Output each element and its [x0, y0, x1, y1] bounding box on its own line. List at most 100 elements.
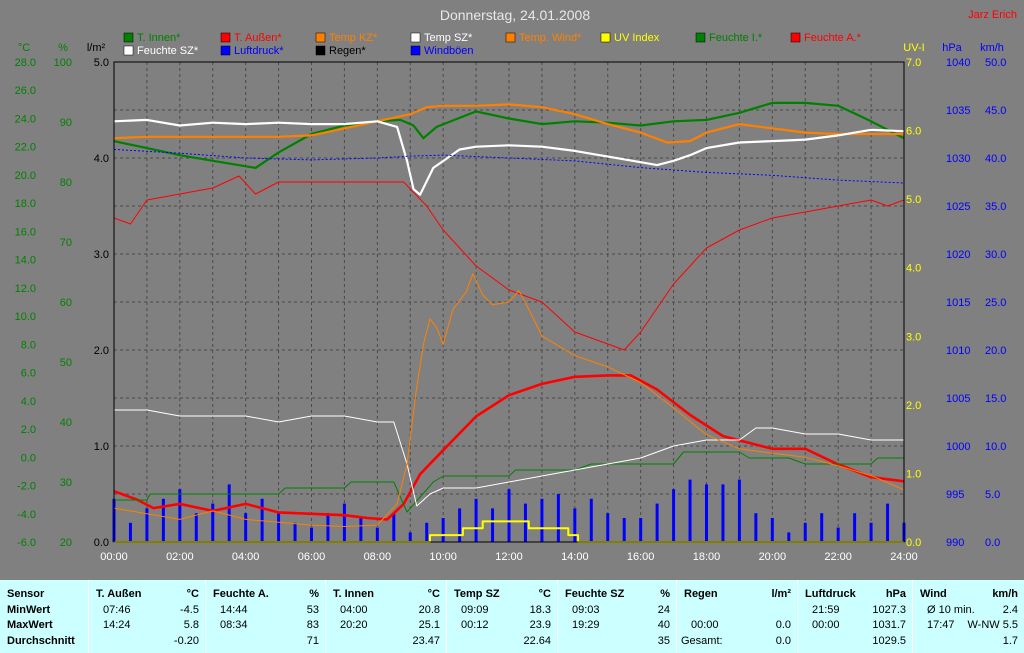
stats-column-unit: %	[309, 588, 319, 600]
axes-layer: °C 28.0 26.0 24.0 22.0 20.0 18.0 16.0 14.0 12.0 10…	[15, 42, 1007, 563]
author-label: Jarz Erich	[968, 9, 1017, 21]
stats-column: Luftdruck hPa 21:59 1027.3 00:00 1031.7 1029.5	[797, 580, 913, 653]
stats-time: 19:29	[572, 619, 600, 631]
stats-value: 23.9	[529, 619, 551, 631]
wind-tick-label: 30.0	[985, 249, 1006, 261]
pressure-tick-label: 995	[946, 489, 964, 501]
stats-row-label: MinWert	[7, 604, 51, 616]
time-tick-label: 20:00	[759, 551, 787, 563]
uv-tick-label: 3.0	[906, 331, 921, 343]
stats-column-unit: °C	[538, 588, 551, 600]
rain-axis-unit: l/m²	[87, 42, 106, 54]
pressure-tick-label: 990	[946, 537, 964, 549]
time-tick-label: 02:00	[166, 551, 194, 563]
temp-tick-label: 12.0	[15, 283, 36, 295]
humidity-tick-label: 20	[60, 537, 72, 549]
stats-column: Feuchte A.% 14:44 53 08:34 83 71	[205, 580, 326, 653]
wind-tick-label: 35.0	[985, 201, 1006, 213]
rain-tick-label: 5.0	[94, 57, 109, 69]
legend-label: Temp. Wind*	[519, 32, 582, 44]
stats-column-name: T. Innen	[333, 588, 374, 600]
stats-value: 5.8	[183, 619, 199, 631]
stats-column: T. Innen °C 04:00 20.8 20:20 25.1 23.47	[325, 580, 447, 653]
stats-column: Temp SZ °C 09:09 18.3 00:12 23.9 22.64	[446, 580, 558, 653]
stats-column-unit: hPa	[885, 588, 906, 600]
stats-time: 00:00	[691, 619, 719, 631]
legend-swatch	[505, 32, 516, 43]
stats-value: 1.7	[1002, 635, 1018, 647]
uv-tick-label: 0.0	[906, 537, 921, 549]
rain-tick-label: 2.0	[94, 345, 109, 357]
time-tick-label: 10:00	[429, 551, 457, 563]
stats-value: 40	[657, 619, 670, 631]
temp-tick-label: 28.0	[15, 57, 36, 69]
temp-tick-label: -6.0	[17, 537, 36, 549]
time-tick-label: 18:00	[693, 551, 721, 563]
stats-value: 35	[657, 635, 670, 647]
wind-tick-label: 0.0	[985, 537, 1000, 549]
pressure-tick-label: 1010	[946, 345, 970, 357]
wind-tick-label: 50.0	[985, 57, 1006, 69]
time-tick-label: 14:00	[561, 551, 589, 563]
series-line-0	[113, 101, 905, 169]
stats-column-unit: °C	[427, 588, 440, 600]
legend-swatch	[410, 32, 421, 43]
uv-tick-label: 2.0	[906, 400, 921, 412]
stats-column: T. Außen °C 07:46 -4.5 14:24 5.8 -0.20	[88, 580, 206, 653]
temp-tick-label: 20.0	[15, 170, 36, 182]
pressure-tick-label: 1020	[946, 249, 970, 261]
legend-label: Temp SZ*	[424, 32, 473, 44]
temp-tick-label: 16.0	[15, 226, 36, 238]
humidity-tick-label: 100	[54, 57, 72, 69]
series-line-7	[113, 148, 905, 184]
uv-tick-label: 7.0	[906, 57, 921, 69]
series-line-6	[114, 409, 904, 507]
pressure-tick-label: 1025	[946, 201, 970, 213]
humidity-tick-label: 90	[60, 117, 72, 129]
stats-column-name: T. Außen	[96, 588, 142, 600]
stats-column-unit: l/m²	[771, 588, 791, 600]
wind-tick-label: 10.0	[985, 441, 1006, 453]
stats-column-unit: °C	[186, 588, 199, 600]
series-line-5	[113, 175, 905, 351]
stats-time: 17:47	[927, 619, 955, 631]
uv-tick-label: 1.0	[906, 468, 921, 480]
legend-label: Feuchte I.*	[709, 32, 763, 44]
pressure-tick-label: 1035	[946, 105, 970, 117]
legend-swatch	[790, 32, 801, 43]
stats-column: Regen l/m² 00:00 0.0 Gesamt: 0.0	[676, 580, 798, 653]
wind-tick-label: 40.0	[985, 153, 1006, 165]
stats-time: 20:20	[340, 619, 368, 631]
legend-label: Regen*	[329, 45, 366, 57]
wind-axis-unit: km/h	[980, 42, 1004, 54]
time-tick-label: 06:00	[298, 551, 326, 563]
temp-tick-label: 18.0	[15, 198, 36, 210]
wind-tick-label: 25.0	[985, 297, 1006, 309]
stats-value: -4.5	[180, 604, 199, 616]
legend-swatch	[315, 45, 326, 56]
wind-tick-label: 20.0	[985, 345, 1006, 357]
temp-tick-label: -4.0	[17, 509, 36, 521]
stats-row-label: Durchschnitt	[7, 635, 75, 647]
time-tick-label: 04:00	[232, 551, 260, 563]
legend-label: Windböen	[424, 45, 474, 57]
stats-column-name: Luftdruck	[805, 588, 856, 600]
stats-time: 08:34	[220, 619, 248, 631]
series-line-9	[114, 520, 904, 543]
temp-tick-label: 26.0	[15, 85, 36, 97]
stats-column-unit: km/h	[992, 588, 1018, 600]
stats-value: 0.0	[775, 635, 791, 647]
legend-label: Feuchte SZ*	[137, 45, 199, 57]
stats-column: Wind km/h Ø 10 min. 2.4 17:47 W-NW 5.5 1.7	[912, 580, 1024, 653]
legend-swatch	[600, 32, 611, 43]
uv-tick-label: 6.0	[906, 126, 921, 138]
stats-time: 00:00	[812, 619, 840, 631]
stats-row-label: MaxWert	[7, 619, 53, 631]
plot-frame	[113, 61, 905, 543]
stats-value: 1027.3	[872, 604, 906, 616]
uv-tick-label: 5.0	[906, 194, 921, 206]
legend-swatch	[220, 45, 231, 56]
stats-column: Feuchte SZ% 09:03 24 19:29 40 35	[557, 580, 677, 653]
temp-tick-label: 24.0	[15, 113, 36, 125]
stats-time: 09:03	[572, 604, 600, 616]
